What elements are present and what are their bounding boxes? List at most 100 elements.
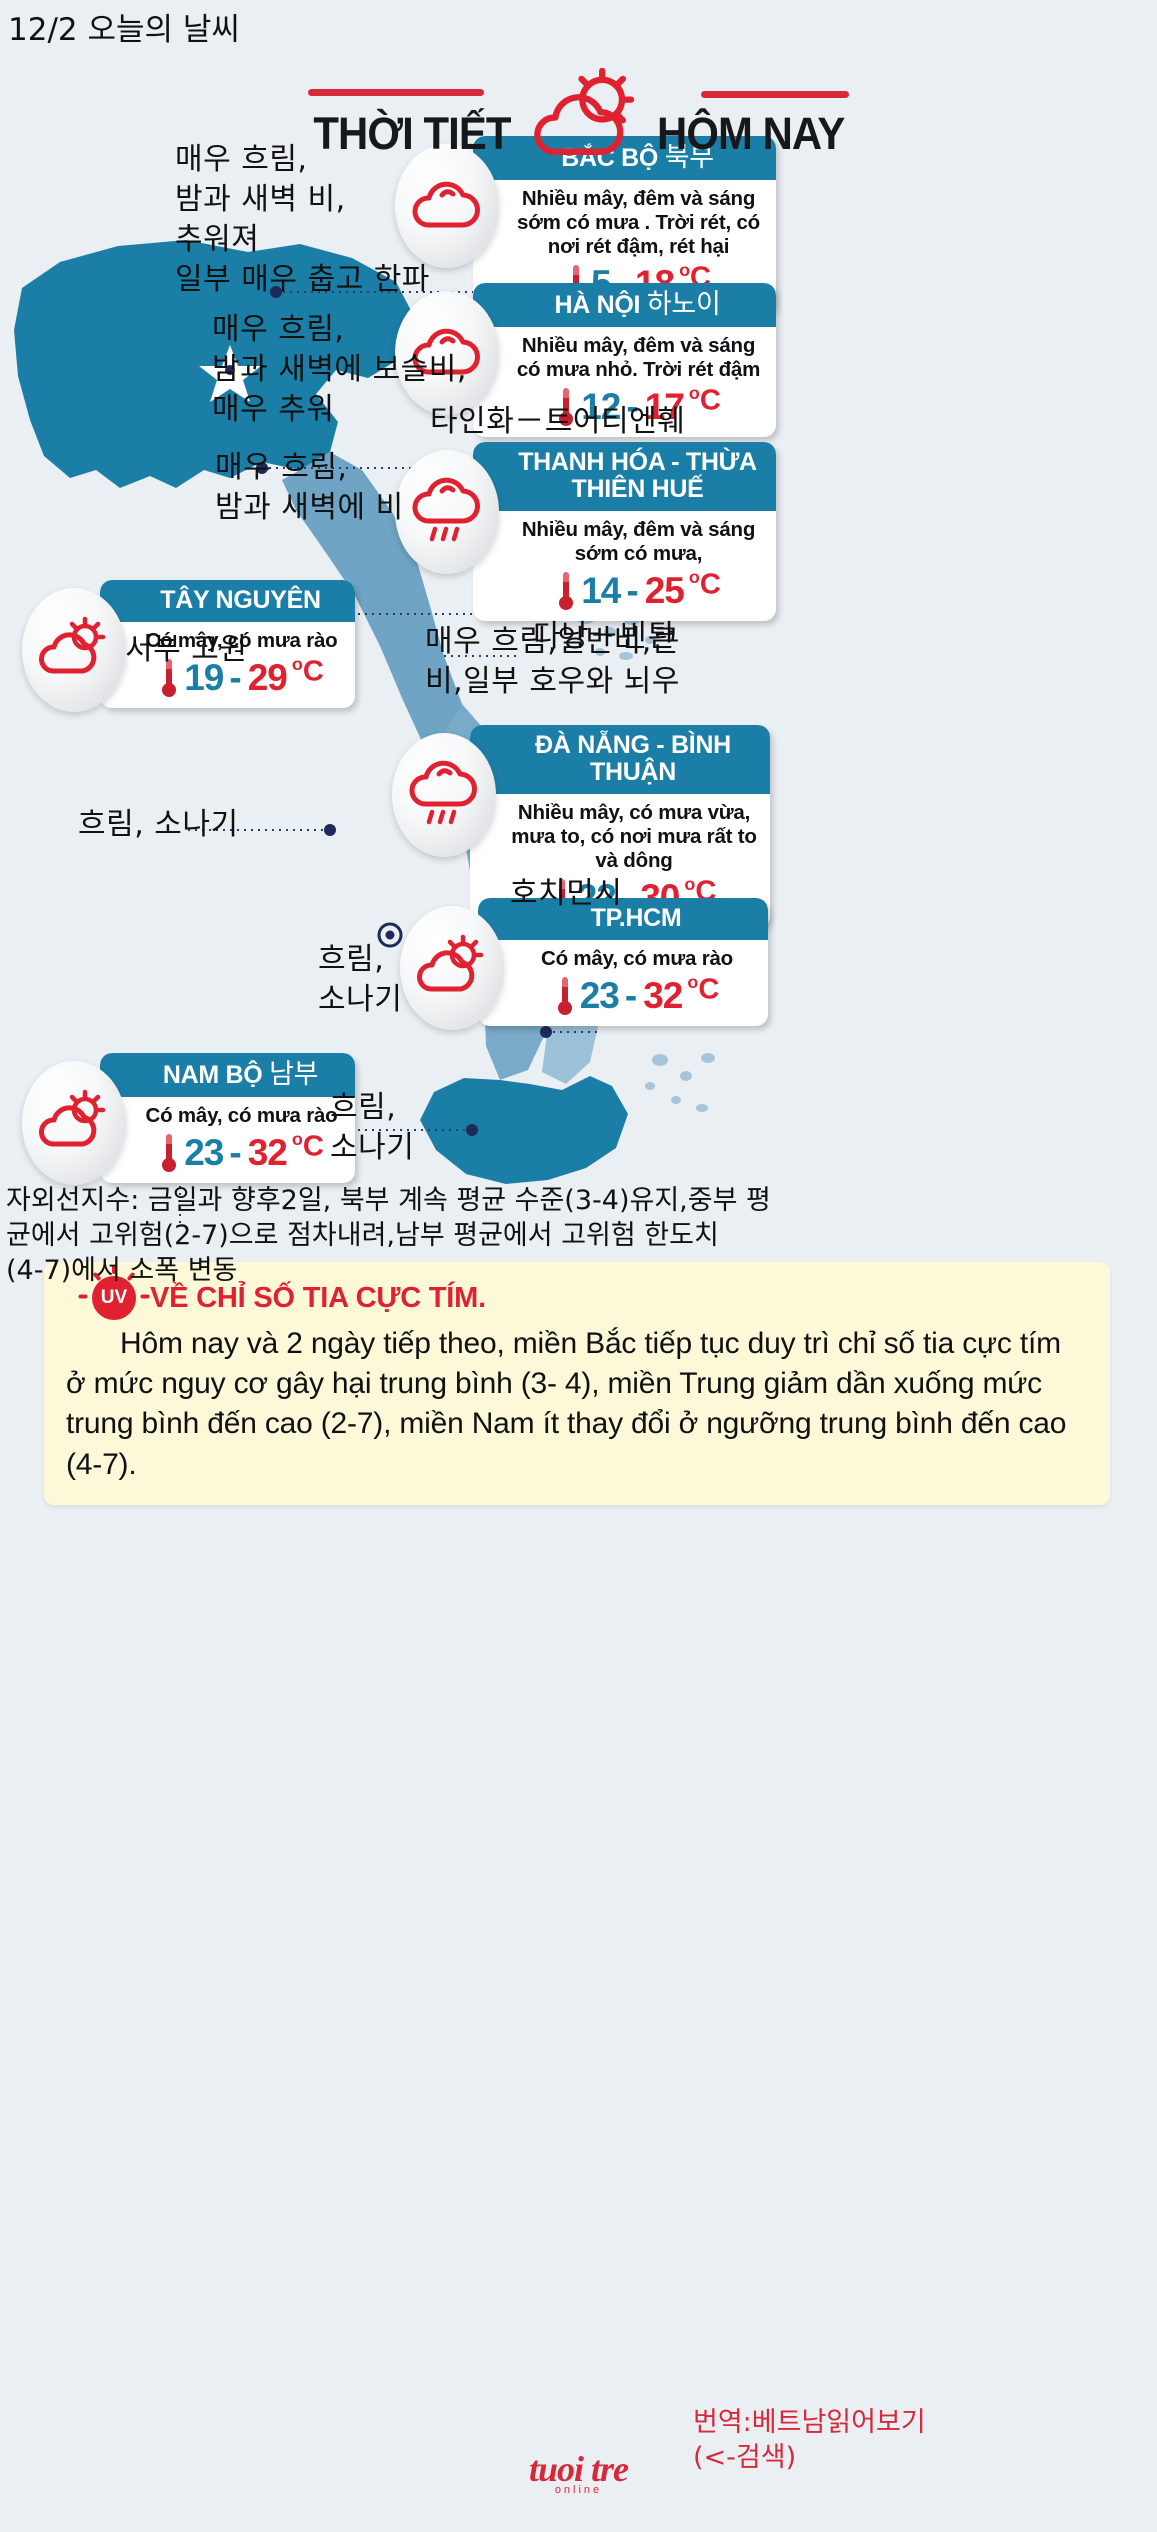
- weather-card-desc: Có mây, có mưa rào: [145, 629, 338, 652]
- temp-high: 32: [247, 1132, 288, 1174]
- temp-unit: oC: [291, 1128, 324, 1163]
- weather-card-title-kr: 하노이: [646, 289, 721, 320]
- weather-icon-bubble: [22, 588, 126, 712]
- weather-card-hanoi[interactable]: HÀ NỘI 하노이 Nhiều mây, đêm và sáng có mưa…: [395, 283, 776, 438]
- cloud-icon: [412, 328, 480, 375]
- temp-unit: oC: [688, 566, 721, 601]
- map-marker-hcm-ring: [377, 922, 403, 948]
- weather-card-title-vi: NAM BỘ: [162, 1061, 263, 1089]
- weather-card-body: BẮC BỘ 북부 Nhiều mây, đêm và sáng sớm có …: [473, 136, 776, 315]
- temp-low: 23: [184, 1132, 224, 1174]
- weather-card-body: HÀ NỘI 하노이 Nhiều mây, đêm và sáng có mưa…: [473, 283, 776, 438]
- map-marker-hcm-dot: [385, 930, 395, 940]
- weather-card-title: HÀ NỘI 하노이: [473, 283, 776, 328]
- uv-box-text: Hôm nay và 2 ngày tiếp theo, miền Bắc ti…: [66, 1327, 1067, 1481]
- korean-overlay-taynguyen-desc: 흐림, 소나기: [78, 807, 239, 842]
- rain-cloud-icon: [409, 760, 477, 825]
- weather-card-body: NAM BỘ 남부 Có mây, có mưa rào 23 - 32 oC: [100, 1053, 355, 1184]
- brand-logo[interactable]: tuoi tre online: [0, 2448, 1157, 2496]
- temp-high: 25: [644, 569, 685, 611]
- temp-dash: -: [626, 569, 639, 611]
- temp-dash: -: [229, 1132, 242, 1174]
- korean-overlay-thanhhoa-name: 타인화－트어티엔훼: [430, 404, 686, 439]
- weather-card-desc: Có mây, có mưa rào: [145, 1104, 338, 1128]
- weather-icon-bubble: [392, 733, 496, 857]
- weather-card-desc: Nhiều mây, đêm và sáng có mưa nhỏ. Trời …: [516, 334, 761, 382]
- weather-card-nambo[interactable]: NAM BỘ 남부 Có mây, có mưa rào 23 - 32 oC: [22, 1053, 355, 1185]
- weather-card-body: THANH HÓA - THỪA THIÊN HUẾ Nhiều mây, đê…: [473, 442, 776, 621]
- cloud-icon: [412, 181, 480, 228]
- thermometer-icon: [162, 658, 177, 697]
- map-region-south: [420, 1076, 628, 1184]
- thermometer-icon: [162, 1134, 177, 1173]
- korean-overlay-danang-name: 다낭－빈퇀: [533, 619, 676, 654]
- korean-overlay-taynguyen: 서부 고원: [125, 632, 248, 667]
- masthead-rule-right: [701, 91, 850, 98]
- weather-card-tphcm[interactable]: TP.HCM Có mây, có mưa rào 23 - 32 oC: [400, 898, 768, 1030]
- temp-dash: -: [624, 974, 638, 1016]
- weather-card-temp: 23 - 32 oC: [478, 971, 768, 1026]
- temp-high: 29: [247, 656, 288, 698]
- sun-cloud-icon: [39, 616, 106, 674]
- temp-unit: oC: [688, 382, 721, 417]
- weather-icon-bubble: [395, 450, 499, 574]
- weather-icon-bubble: [395, 291, 499, 415]
- temp-high: 32: [643, 974, 683, 1016]
- weather-card-danang-binhthuan[interactable]: ĐÀ NẴNG - BÌNH THUẬN Nhiều mây, có mưa v…: [392, 725, 770, 928]
- weather-card-taynguyen[interactable]: TÂY NGUYÊN Có mây, có mưa rào 19 - 29 oC: [22, 580, 355, 712]
- brand-name: tuoi tre: [528, 2449, 629, 2489]
- weather-card-title: ĐÀ NẴNG - BÌNH THUẬN: [470, 725, 770, 794]
- uv-box-header: UV VỀ CHỈ SỐ TIA CỰC TÍM.: [66, 1265, 1088, 1320]
- korean-overlay-danang: 매우 흐림,일반비,큰 비,일부 호우와 뇌우: [425, 624, 680, 699]
- masthead-rule-left: [307, 89, 484, 96]
- page-header: 12/2 오늘의 날씨: [8, 12, 240, 48]
- weather-card-temp: 23 - 32 oC: [100, 1128, 355, 1183]
- brand-subtitle: online: [554, 2484, 603, 2496]
- weather-card-desc: Nhiều mây, có mưa vừa, mưa to, có nơi mư…: [511, 801, 757, 872]
- map-region-north-central: [282, 452, 478, 786]
- weather-card-temp: 19 - 29 oC: [100, 653, 355, 708]
- weather-card-desc: Nhiều mây, đêm và sáng sớm có mưa,: [521, 518, 756, 565]
- sun-cloud-icon: [534, 68, 634, 155]
- weather-icon-bubble: [400, 906, 504, 1030]
- weather-card-title-vi: THANH HÓA - THỪA THIÊN HUẾ: [518, 448, 757, 503]
- temp-unit: oC: [687, 971, 720, 1006]
- weather-card-title-vi: TP.HCM: [590, 904, 682, 932]
- temp-dash: -: [229, 656, 242, 698]
- uv-korean-note: 자외선지수: 금일과 향후2일, 북부 계속 평균 수준(3-4)유지,중부 평…: [6, 1185, 771, 1287]
- korean-overlay-hanoi: 매우 흐림, 밤과 새벽에 보슬비, 매우 추워: [212, 312, 467, 427]
- weather-card-title-vi: TÂY NGUYÊN: [160, 586, 321, 614]
- thermometer-icon: [557, 976, 572, 1015]
- weather-card-body: TÂY NGUYÊN Có mây, có mưa rào 19 - 29 oC: [100, 580, 355, 708]
- weather-card-title-kr: 북부: [664, 142, 714, 173]
- masthead-left-group: THỜI TIẾT: [306, 89, 518, 160]
- weather-card-title: THANH HÓA - THỪA THIÊN HUẾ: [473, 442, 776, 511]
- weather-card-desc: Có mây, có mưa rào: [540, 947, 733, 970]
- weather-card-title: TÂY NGUYÊN: [100, 580, 355, 622]
- weather-card-title: TP.HCM: [478, 898, 768, 940]
- weather-card-body: TP.HCM Có mây, có mưa rào 23 - 32 oC: [478, 898, 768, 1026]
- weather-card-title-kr: 남부: [269, 1059, 319, 1090]
- thermometer-icon: [559, 571, 574, 610]
- temp-high: 17: [644, 386, 685, 428]
- temp-low: 14: [581, 569, 621, 611]
- map-region-north: [14, 240, 416, 488]
- weather-card-bacbo[interactable]: BẮC BỘ 북부 Nhiều mây, đêm và sáng sớm có …: [395, 136, 776, 315]
- uv-index-box: UV VỀ CHỈ SỐ TIA CỰC TÍM. Hôm nay và 2 n…: [44, 1262, 1110, 1505]
- weather-card-thanhhoa-hue[interactable]: THANH HÓA - THỪA THIÊN HUẾ Nhiều mây, đê…: [395, 442, 776, 621]
- masthead-left-word: THỜI TIẾT: [313, 108, 511, 159]
- map-marker-hanoi-dot: [225, 365, 235, 375]
- masthead-right-word: HÔM NAY: [656, 108, 845, 159]
- korean-overlay-hcm: 흐림, 소나기: [318, 942, 403, 1017]
- masthead: THỜI TIẾT HÔM NAY: [0, 60, 1157, 160]
- uv-box-title: VỀ CHỈ SỐ TIA CỰC TÍM.: [150, 1281, 486, 1314]
- temp-low: 12: [581, 386, 621, 428]
- weather-card-desc: Nhiều mây, đêm và sáng sớm có mưa . Trời…: [517, 187, 760, 259]
- uv-badge-icon: UV: [78, 1265, 150, 1320]
- temp-unit: oC: [291, 653, 324, 688]
- weather-card-title: BẮC BỘ 북부: [473, 136, 776, 181]
- uv-badge-label: UV: [100, 1287, 128, 1308]
- sun-cloud-icon: [39, 1089, 106, 1147]
- weather-card-title: NAM BỘ 남부: [100, 1053, 355, 1098]
- sun-cloud-icon: [417, 934, 484, 992]
